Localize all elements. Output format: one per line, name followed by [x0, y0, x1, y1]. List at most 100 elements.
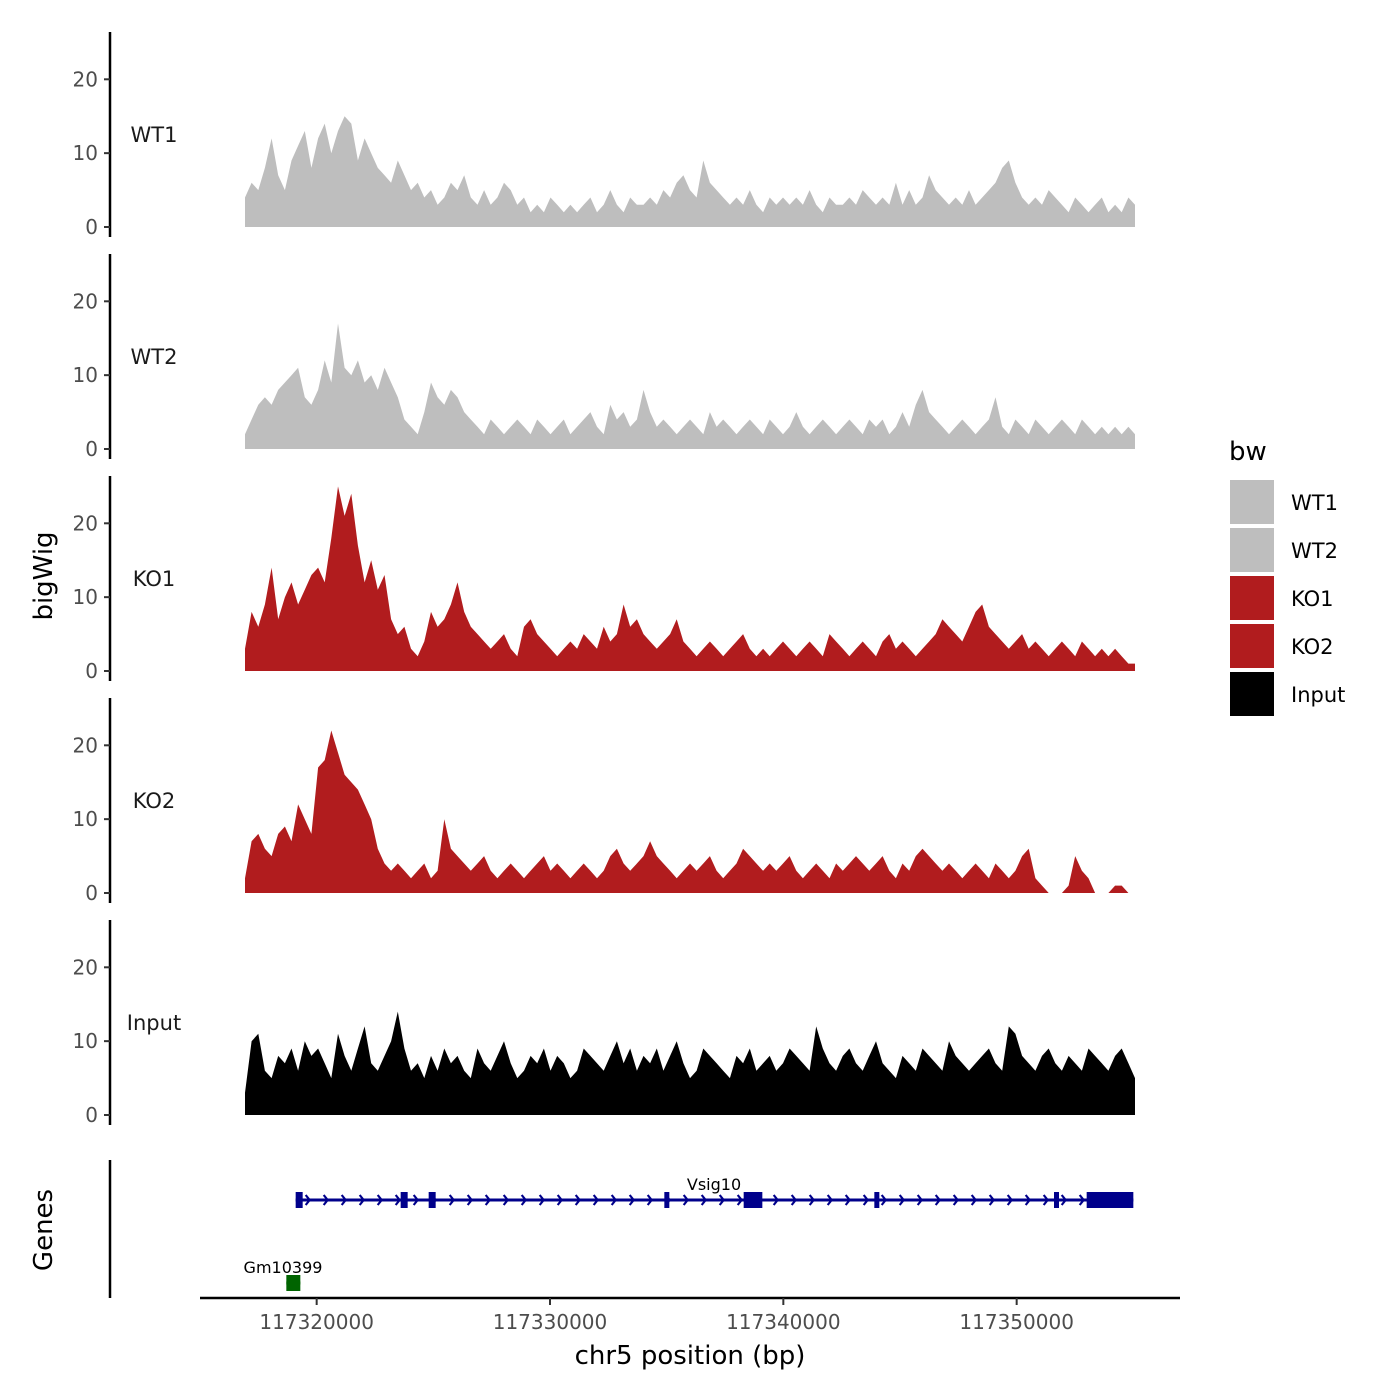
strand-arrow [610, 1194, 618, 1206]
legend-label: KO1 [1291, 587, 1334, 611]
strand-arrow [718, 1194, 726, 1206]
strand-arrow [916, 1194, 924, 1206]
legend-swatch [1230, 480, 1274, 524]
strand-arrow [304, 1194, 312, 1206]
exon-block [428, 1192, 436, 1208]
x-axis: 117320000 117330000 117340000 117350000 [200, 1296, 1180, 1334]
y-tick-label: 0 [85, 1103, 98, 1127]
exon-block [1086, 1192, 1134, 1208]
track-ko1: 0 10 20 KO1 [73, 476, 1135, 683]
genes-axis-title: Genes [29, 1189, 59, 1271]
legend-swatch [1230, 576, 1274, 620]
legend-label: WT2 [1291, 539, 1338, 563]
signal-area-ko1 [245, 486, 1135, 671]
legend-label: Input [1291, 683, 1345, 707]
strand-arrow [358, 1194, 366, 1206]
track-ko2: 0 10 20 KO2 [73, 698, 1135, 905]
strand-arrow [448, 1194, 456, 1206]
strand-arrow [484, 1194, 492, 1206]
y-tick-label: 0 [85, 659, 98, 683]
signal-area-ko2 [245, 730, 1135, 893]
strand-arrow [322, 1194, 330, 1206]
strand-arrow [592, 1194, 600, 1206]
y-tick-label: 20 [73, 955, 98, 979]
legend-item-ko1: KO1 [1230, 576, 1334, 620]
strand-arrow [970, 1194, 978, 1206]
legend-item-wt1: WT1 [1230, 480, 1338, 524]
strand-arrow [1078, 1194, 1086, 1206]
legend-item-ko2: KO2 [1230, 624, 1334, 668]
legend: bw WT1 WT2 KO1 KO2 Input [1229, 437, 1345, 716]
strand-arrow [988, 1194, 996, 1206]
track-label: WT2 [131, 345, 178, 369]
x-tick-label: 117330000 [493, 1310, 608, 1334]
track-label: WT1 [131, 123, 178, 147]
y-axis-title: bigWig [29, 531, 59, 620]
strand-arrow [628, 1194, 636, 1206]
track-wt2: 0 10 20 WT2 [73, 254, 1135, 461]
exon-block [286, 1275, 301, 1291]
strand-arrow [1006, 1194, 1014, 1206]
exon-block [400, 1192, 408, 1208]
strand-arrow [502, 1194, 510, 1206]
legend-item-input: Input [1230, 672, 1345, 716]
strand-arrow [574, 1194, 582, 1206]
strand-arrow [898, 1194, 906, 1206]
signal-area-wt1 [245, 116, 1135, 227]
track-wt1: 0 10 20 WT1 [73, 32, 1135, 239]
y-tick-label: 10 [73, 363, 98, 387]
exon-block [295, 1192, 303, 1208]
y-tick-label: 0 [85, 215, 98, 239]
strand-arrow [556, 1194, 564, 1206]
legend-swatch [1230, 624, 1274, 668]
y-tick-label: 20 [73, 289, 98, 313]
strand-arrow [340, 1194, 348, 1206]
y-tick-label: 20 [73, 733, 98, 757]
legend-swatch [1230, 672, 1274, 716]
strand-arrow [394, 1194, 402, 1206]
gene-gm10399: Gm10399 [244, 1258, 323, 1291]
y-tick-label: 10 [73, 1029, 98, 1053]
track-label: KO1 [133, 567, 176, 591]
strand-arrow [1060, 1194, 1068, 1206]
strand-arrow [646, 1194, 654, 1206]
strand-arrow [880, 1194, 888, 1206]
track-label: KO2 [133, 789, 176, 813]
y-tick-label: 0 [85, 881, 98, 905]
strand-arrow [466, 1194, 474, 1206]
strand-arrow [682, 1194, 690, 1206]
legend-item-wt2: WT2 [1230, 528, 1338, 572]
y-tick-label: 10 [73, 141, 98, 165]
x-axis-title: chr5 position (bp) [575, 1341, 806, 1371]
exon-block [874, 1192, 880, 1208]
strand-arrow [376, 1194, 384, 1206]
strand-arrow [772, 1194, 780, 1206]
x-tick-label: 117320000 [259, 1310, 374, 1334]
legend-title: bw [1229, 437, 1267, 467]
strand-arrow [1042, 1194, 1050, 1206]
strand-arrow [826, 1194, 834, 1206]
y-tick-label: 0 [85, 437, 98, 461]
x-tick-label: 117350000 [959, 1310, 1074, 1334]
strand-arrow [808, 1194, 816, 1206]
y-tick-label: 10 [73, 807, 98, 831]
strand-arrow [952, 1194, 960, 1206]
strand-arrow [1024, 1194, 1032, 1206]
signal-tracks: 0 10 20 WT1 0 10 20 WT2 0 10 20 KO1 0 10 20 KO2 0 10 20 Inp… [73, 32, 1135, 1127]
signal-area-wt2 [245, 323, 1135, 449]
legend-swatch [1230, 528, 1274, 572]
strand-arrow [538, 1194, 546, 1206]
track-input: 0 10 20 Input [73, 920, 1135, 1127]
gene-vsig10: Vsig10 [295, 1175, 1134, 1208]
strand-arrow [862, 1194, 870, 1206]
genes-track: Vsig10 Gm10399 [108, 1160, 1134, 1298]
gene-label: Gm10399 [244, 1258, 323, 1277]
y-tick-label: 20 [73, 511, 98, 535]
exon-block [664, 1192, 670, 1208]
strand-arrow [790, 1194, 798, 1206]
signal-area-input [245, 1011, 1135, 1115]
strand-arrow [844, 1194, 852, 1206]
track-label: Input [127, 1011, 181, 1035]
legend-label: WT1 [1291, 491, 1338, 515]
legend-label: KO2 [1291, 635, 1334, 659]
